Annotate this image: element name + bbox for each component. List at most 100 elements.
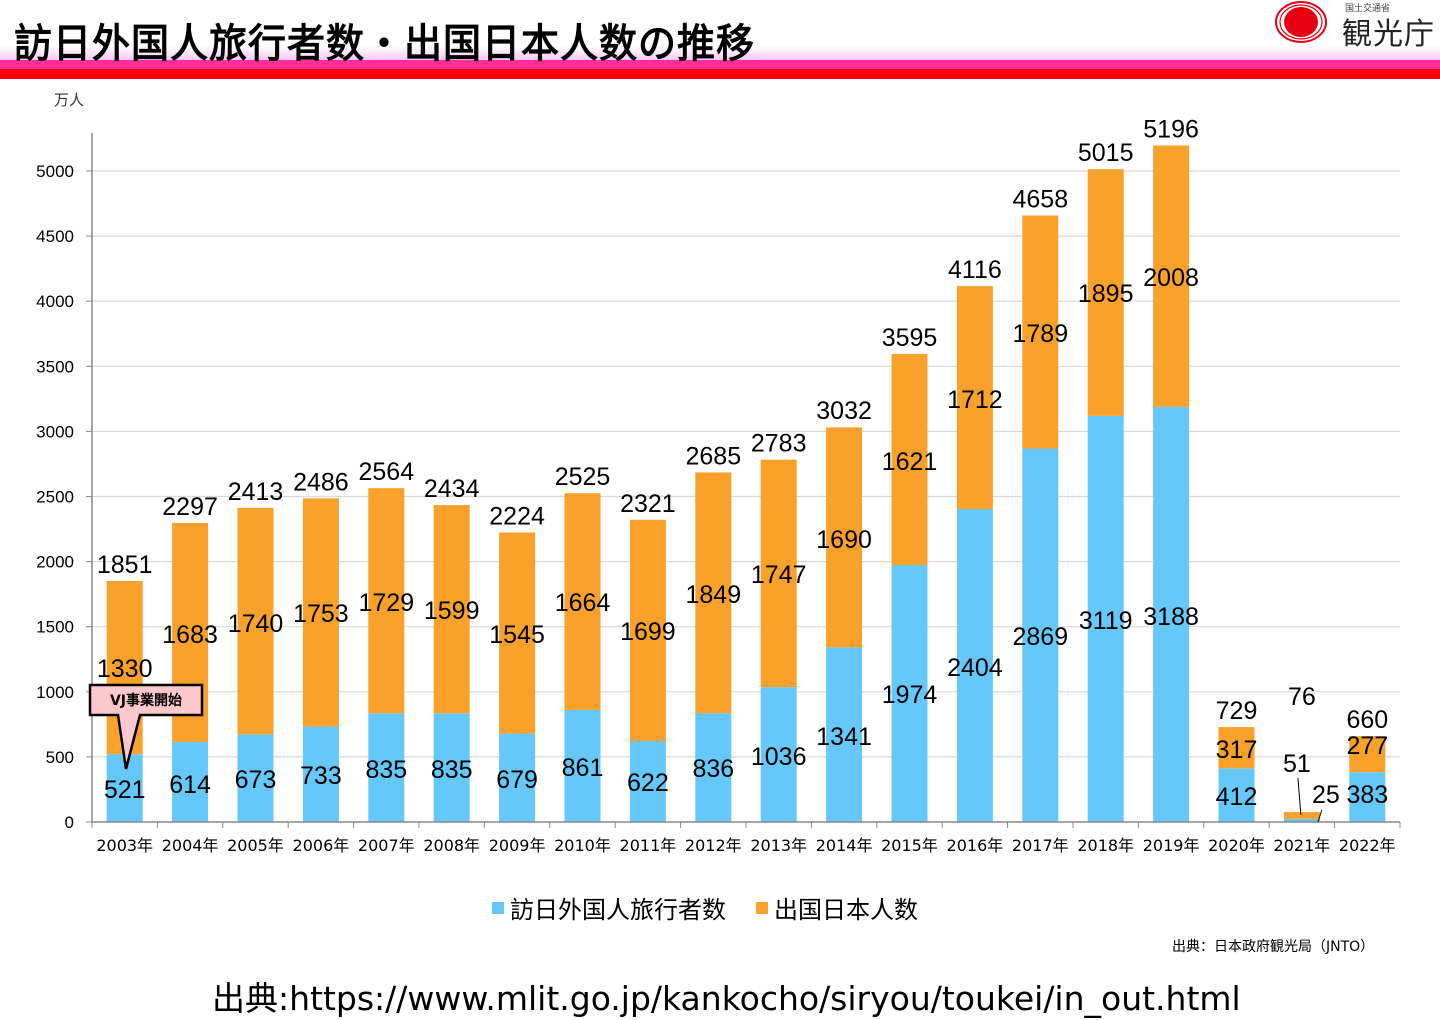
x-category-label: 2019年 <box>1143 836 1200 855</box>
inbound-label: 1974 <box>882 681 938 709</box>
sun-logo-icon <box>1275 1 1327 43</box>
total-label: 3595 <box>882 324 938 352</box>
total-label: 76 <box>1288 683 1316 711</box>
bar-outbound <box>1153 145 1190 407</box>
total-label: 729 <box>1216 697 1258 725</box>
total-label: 1851 <box>97 551 153 579</box>
y-tick-label: 0 <box>65 813 74 832</box>
bar-inbound <box>368 713 405 822</box>
total-label: 2783 <box>751 430 807 458</box>
x-category-label: 2017年 <box>1012 836 1069 855</box>
bar-outbound <box>1022 215 1059 449</box>
outbound-label: 1683 <box>162 621 218 649</box>
legend-item-inbound: 訪日外国人旅行者数 <box>492 890 726 925</box>
logo-agency-name: 観光庁 <box>1342 17 1435 52</box>
bar-outbound <box>1087 169 1124 416</box>
total-label: 2434 <box>424 475 480 503</box>
outbound-label: 1621 <box>882 448 938 476</box>
outbound-label: 2008 <box>1143 264 1199 292</box>
bar-inbound <box>1087 415 1124 822</box>
outbound-label: 1712 <box>947 386 1003 414</box>
inbound-label: 2404 <box>947 654 1003 682</box>
bar-inbound <box>564 709 601 822</box>
outbound-label: 1789 <box>1012 320 1068 348</box>
bar-outbound <box>760 459 797 688</box>
bar-outbound <box>302 498 339 727</box>
total-label: 660 <box>1346 706 1388 734</box>
vj-callout-shape <box>88 683 204 770</box>
bar-outbound <box>629 519 666 742</box>
outbound-label: 1699 <box>620 618 676 646</box>
y-tick-label: 3500 <box>36 357 74 376</box>
x-category-label: 2004年 <box>162 836 219 855</box>
bar-inbound <box>1283 818 1320 822</box>
bar-inbound <box>826 647 863 822</box>
x-category-label: 2008年 <box>423 836 480 855</box>
x-category-label: 2018年 <box>1077 836 1134 855</box>
inbound-label: 835 <box>365 756 407 784</box>
bar-outbound <box>826 427 863 648</box>
total-label: 2224 <box>489 502 545 530</box>
legend-item-outbound: 出国日本人数 <box>756 890 918 925</box>
x-category-label: 2015年 <box>881 836 938 855</box>
x-category-label: 2005年 <box>227 836 284 855</box>
bar-outbound <box>891 353 928 565</box>
y-tick-label: 5000 <box>36 162 74 181</box>
bar-inbound <box>433 713 470 822</box>
gridlines <box>92 170 1400 758</box>
data-labels: 1851 521 1330 2297 614 1683 2413 673 1740 2486 733… <box>97 115 1388 823</box>
bar-inbound <box>499 733 536 822</box>
total-label: 3032 <box>816 397 872 425</box>
bar-inbound <box>172 742 209 822</box>
outbound-label: 1545 <box>489 621 545 649</box>
agency-logo: 国土交通省 観光庁 <box>1272 0 1440 52</box>
bar-inbound <box>760 687 797 822</box>
total-label: 5196 <box>1143 115 1199 143</box>
outbound-label: 51 <box>1283 750 1311 778</box>
logo-ministry-text: 国土交通省 <box>1345 4 1391 14</box>
header-band-red <box>0 69 1440 79</box>
x-category-label: 2016年 <box>947 836 1004 855</box>
inbound-label: 622 <box>627 769 669 797</box>
outbound-label: 317 <box>1216 736 1258 764</box>
inbound-label: 733 <box>300 762 342 790</box>
outbound-label: 277 <box>1346 732 1388 760</box>
bar-outbound <box>1283 812 1320 819</box>
inbound-label: 25 <box>1312 781 1340 809</box>
inbound-label: 383 <box>1346 781 1388 809</box>
x-category-label: 2020年 <box>1208 836 1265 855</box>
outbound-label: 1740 <box>228 610 284 638</box>
x-category-label: 2014年 <box>816 836 873 855</box>
bar-outbound <box>433 505 470 714</box>
stacked-bar-chart: 0 500 1000 1500 2000 2500 3000 3500 4000 4500 5000… <box>36 115 1401 855</box>
inbound-label: 835 <box>431 756 473 784</box>
legend-label-outbound: 出国日本人数 <box>774 896 918 924</box>
total-label: 2321 <box>620 490 676 518</box>
inbound-label: 412 <box>1216 783 1258 811</box>
y-tick-label: 4500 <box>36 227 74 246</box>
bar-outbound <box>499 532 536 734</box>
x-category-label: 2013年 <box>750 836 807 855</box>
bar-inbound <box>956 508 993 822</box>
page-title: 訪日外国人旅行者数・出国日本人数の推移 <box>14 20 756 67</box>
x-category-label: 2007年 <box>358 836 415 855</box>
inbound-label: 1036 <box>751 743 807 771</box>
x-category-label: 2003年 <box>96 836 153 855</box>
inbound-label: 3119 <box>1079 607 1133 635</box>
bar-inbound <box>695 713 732 822</box>
y-tick-label: 1000 <box>36 683 74 702</box>
inbound-label: 861 <box>562 754 604 782</box>
outbound-label: 1664 <box>555 589 611 617</box>
bar-inbound <box>1022 448 1059 822</box>
source-url: 出典:https://www.mlit.go.jp/kankocho/siryo… <box>212 979 1241 1018</box>
bar-inbound <box>1153 406 1190 822</box>
leader-line-inbound-2021 <box>1317 809 1323 823</box>
bar-outbound <box>1349 736 1386 773</box>
y-tick-label: 2000 <box>36 553 74 572</box>
total-label: 5015 <box>1078 139 1134 167</box>
outbound-label: 1599 <box>424 597 480 625</box>
bar-inbound <box>1218 768 1255 822</box>
outbound-label: 1729 <box>358 589 414 617</box>
legend: 訪日外国人旅行者数 出国日本人数 <box>492 890 948 925</box>
total-label: 2564 <box>358 458 414 486</box>
